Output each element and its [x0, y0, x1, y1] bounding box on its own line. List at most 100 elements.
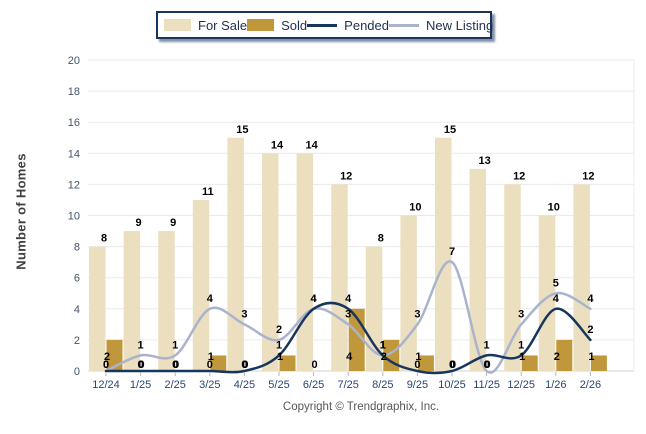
- value-label-pended: 0: [138, 359, 144, 371]
- value-label-sold: 1: [208, 351, 214, 363]
- value-label-pended: 4: [553, 293, 560, 305]
- value-label-for-sale: 9: [136, 217, 142, 229]
- bar-for-sale: [435, 137, 452, 371]
- value-label-new-listing: 1: [380, 339, 386, 351]
- value-label-pended: 4: [311, 293, 318, 305]
- y-tick-label: 18: [68, 86, 80, 98]
- y-axis-title: Number of Homes: [13, 153, 29, 270]
- y-tick-label: 4: [74, 304, 80, 316]
- legend-item-new-listing: New Listing: [389, 18, 493, 33]
- y-tick-label: 2: [74, 335, 80, 347]
- y-tick-label: 20: [68, 55, 80, 67]
- x-tick-label: 1/26: [545, 379, 566, 391]
- y-tick-label: 12: [68, 179, 80, 191]
- value-label-sold: 2: [554, 351, 560, 363]
- bar-for-sale: [538, 215, 556, 371]
- value-label-for-sale: 9: [170, 217, 176, 229]
- bar-for-sale: [158, 231, 175, 371]
- value-label-new-listing: 5: [553, 277, 559, 289]
- bar-for-sale: [123, 231, 141, 371]
- bar-for-sale: [469, 168, 487, 371]
- value-label-sold: 2: [381, 351, 387, 363]
- x-tick-label: 1/25: [130, 379, 151, 391]
- bar-sold: [417, 355, 434, 371]
- x-tick-label: 12/25: [507, 379, 535, 391]
- bar-sold: [590, 355, 607, 371]
- legend-label: New Listing: [426, 17, 494, 33]
- value-label-pended: 0: [207, 359, 213, 371]
- value-label-new-listing: 3: [414, 308, 420, 320]
- value-label-for-sale: 13: [478, 155, 490, 167]
- value-label-pended: 1: [380, 339, 386, 351]
- bar-sold: [279, 355, 296, 371]
- value-label-for-sale: 12: [340, 170, 352, 182]
- y-tick-label: 8: [74, 242, 80, 254]
- value-label-new-listing: 4: [587, 293, 594, 305]
- x-tick-label: 4/25: [234, 379, 255, 391]
- legend-swatch-icon: [164, 19, 191, 31]
- value-label-new-listing: 4: [207, 293, 214, 305]
- value-label-pended: 1: [276, 339, 282, 351]
- value-label-pended: 0: [172, 359, 178, 371]
- y-tick-label: 6: [74, 273, 80, 285]
- x-tick-label: 7/25: [337, 379, 358, 391]
- bar-for-sale: [227, 137, 244, 371]
- value-label-pended: 0: [414, 359, 420, 371]
- value-label-new-listing: 0: [484, 359, 490, 371]
- x-tick-label: 3/25: [199, 379, 220, 391]
- value-label-for-sale: 10: [409, 202, 421, 214]
- x-tick-label: 11/25: [473, 379, 500, 391]
- value-label-sold: 1: [588, 351, 594, 363]
- x-tick-label: 2/25: [164, 379, 185, 391]
- y-tick-label: 10: [68, 211, 80, 223]
- legend: For Sale Sold Pended New Listing: [156, 11, 493, 39]
- legend-label: Pended: [344, 17, 389, 33]
- value-label-new-listing: 3: [345, 308, 351, 320]
- value-label-for-sale: 10: [548, 202, 560, 214]
- value-label-pended: 4: [345, 293, 352, 305]
- copyright-text: Copyright © Trendgraphix, Inc.: [282, 401, 440, 413]
- value-label-new-listing: 1: [138, 339, 144, 351]
- legend-label: Sold: [281, 17, 308, 33]
- bar-for-sale: [504, 184, 521, 371]
- y-tick-label: 16: [68, 117, 80, 129]
- value-label-for-sale: 14: [305, 139, 318, 151]
- value-label-for-sale: 14: [271, 139, 284, 151]
- legend-item-sold: Sold: [247, 18, 307, 33]
- value-label-for-sale: 12: [582, 170, 594, 182]
- legend-item-for-sale: For Sale: [164, 18, 247, 33]
- bar-sold: [556, 339, 573, 371]
- value-label-for-sale: 8: [378, 233, 384, 245]
- value-label-for-sale: 15: [236, 124, 248, 136]
- value-label-sold: 0: [312, 359, 318, 371]
- legend-swatch-icon: [307, 23, 338, 27]
- value-label-for-sale: 11: [202, 186, 214, 198]
- legend-item-pended: Pended: [307, 18, 389, 33]
- bar-for-sale: [400, 215, 417, 371]
- legend-label: For Sale: [198, 17, 248, 33]
- new-listing-line: [104, 260, 592, 374]
- legend-swatch-icon: [389, 23, 419, 27]
- value-label-new-listing: 3: [241, 308, 247, 320]
- value-label-sold: 1: [415, 351, 421, 363]
- value-label-for-sale: 8: [101, 233, 107, 245]
- bar-for-sale: [89, 246, 106, 371]
- bar-for-sale: [573, 184, 590, 371]
- value-label-new-listing: 1: [172, 339, 178, 351]
- value-label-sold: 0: [242, 359, 248, 371]
- value-label-pended: 0: [103, 359, 109, 371]
- value-label-new-listing: 7: [449, 246, 455, 258]
- value-label-sold: 4: [346, 351, 353, 363]
- bar-for-sale: [192, 199, 210, 371]
- value-label-sold: 2: [104, 351, 110, 363]
- bar-for-sale: [296, 153, 314, 371]
- value-label-sold: 1: [519, 351, 525, 363]
- value-label-new-listing: 3: [518, 308, 524, 320]
- value-label-pended: 2: [587, 324, 593, 336]
- value-label-sold: 0: [139, 359, 145, 371]
- value-label-new-listing: 2: [276, 324, 282, 336]
- value-label-new-listing: 4: [311, 293, 318, 305]
- value-label-pended: 0: [449, 359, 455, 371]
